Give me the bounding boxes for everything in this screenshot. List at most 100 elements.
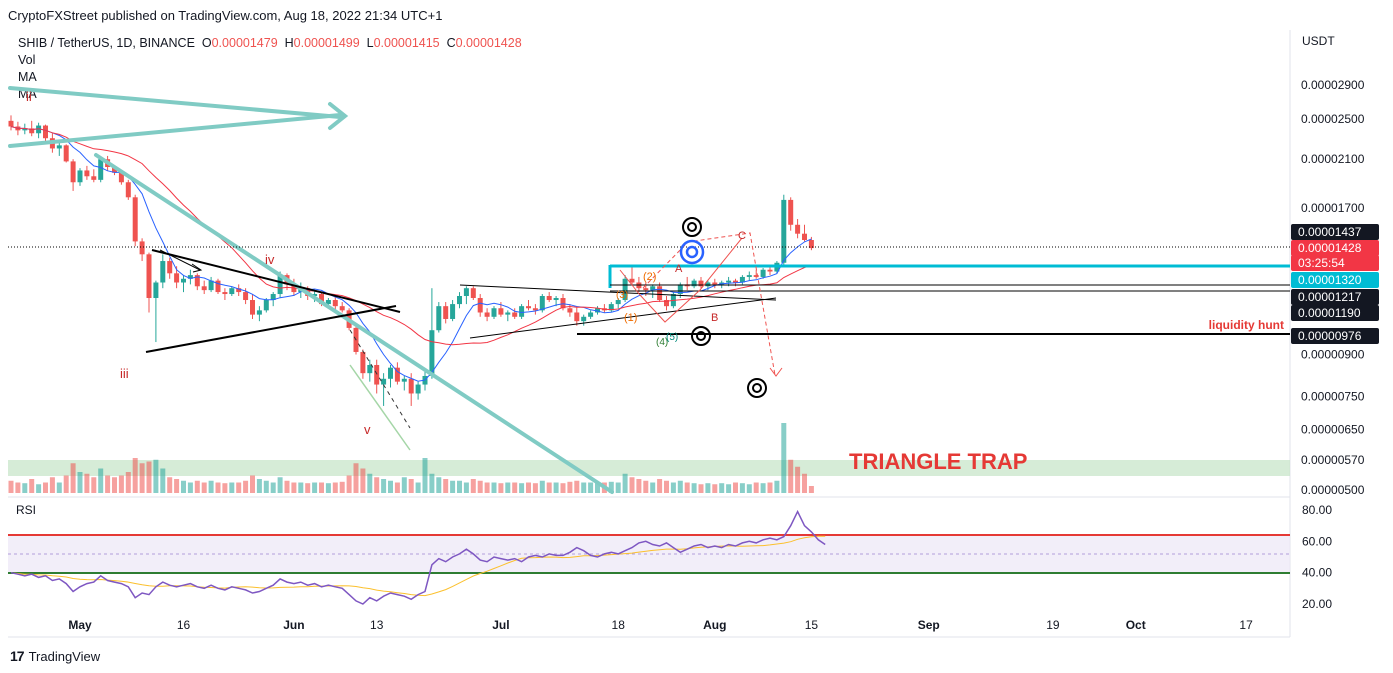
candle — [381, 373, 387, 406]
volume-bar — [298, 482, 304, 493]
publisher-caption: CryptoFXStreet published on TradingView.… — [8, 8, 443, 23]
volume-bar — [160, 468, 166, 493]
price-tick: 0.00002100 — [1301, 152, 1365, 166]
price-label-text: 0.00001428 — [1298, 241, 1362, 255]
volume-bar — [353, 463, 359, 493]
candle — [532, 304, 538, 315]
triangle-trap-label: TRIANGLE TRAP — [849, 449, 1027, 474]
volume-bar — [664, 480, 669, 493]
candle — [739, 275, 745, 285]
legend-indicator-vol[interactable]: Vol — [18, 53, 36, 67]
volume-bar — [181, 480, 186, 493]
volume-bar — [236, 482, 242, 493]
volume-bar — [339, 481, 345, 493]
time-tick: May — [68, 618, 92, 632]
rsi-tick: 40.00 — [1302, 566, 1332, 580]
price-tick: 0.00002900 — [1301, 78, 1365, 92]
candle — [546, 292, 552, 303]
price-label: 0.00001437 — [1291, 224, 1379, 240]
tradingview-logo[interactable]: 17 TradingView — [10, 648, 100, 664]
projection-path — [642, 232, 776, 376]
price-axis-currency: USDT — [1302, 34, 1335, 48]
candle — [684, 276, 690, 291]
candle — [360, 349, 366, 379]
time-tick: Oct — [1126, 618, 1146, 632]
volume-bar — [77, 472, 83, 493]
time-tick: 17 — [1239, 618, 1253, 632]
volume-bar — [70, 463, 76, 493]
legend-indicator-ma-1[interactable]: MA — [18, 70, 37, 84]
candle — [443, 302, 449, 324]
rsi-line — [10, 509, 826, 605]
rsi-tick: 80.00 — [1302, 503, 1332, 517]
volume-bar — [118, 475, 124, 493]
volume-bar — [250, 475, 255, 493]
candle — [339, 302, 345, 313]
wave-label-iii: iii — [120, 366, 129, 381]
time-tick: 18 — [612, 618, 626, 632]
volume-bar — [112, 477, 117, 493]
time-tick: Jun — [283, 618, 304, 632]
volume-bar — [760, 483, 766, 493]
volume-bar — [167, 477, 173, 493]
moving-averages — [10, 126, 812, 382]
volume-bar — [374, 477, 380, 493]
candle — [470, 286, 476, 301]
volume-bar — [739, 483, 745, 493]
volume-bar — [174, 479, 180, 493]
price-tick: 0.00000570 — [1301, 453, 1365, 467]
price-axis: 0.00002900 0.00002500 0.00002100 0.00001700… — [1301, 78, 1365, 497]
volume-bar — [560, 483, 566, 493]
small-triangle-upper — [459, 284, 777, 301]
candle — [581, 314, 587, 326]
target-icon-2 — [691, 326, 711, 346]
candle — [388, 364, 393, 388]
volume-bar — [105, 475, 111, 493]
target-icon-3 — [747, 378, 767, 398]
candle — [270, 292, 276, 307]
candle — [781, 194, 787, 265]
price-tick: 0.00000650 — [1301, 423, 1365, 437]
candle — [250, 294, 255, 319]
candle — [367, 359, 373, 382]
triangle-lower — [145, 305, 397, 353]
candle — [153, 280, 159, 343]
candle — [77, 168, 83, 186]
candle — [43, 124, 48, 142]
legend-row-symbol: SHIB / TetherUS, 1D, BINANCE O0.00001479… — [18, 35, 522, 52]
candle — [91, 169, 97, 183]
volume-bar — [539, 480, 545, 493]
volume-bar — [657, 479, 663, 493]
volume-bar — [788, 459, 794, 493]
volume-bar — [588, 482, 594, 493]
volume-bar — [726, 484, 732, 493]
volume-bar — [643, 480, 649, 493]
time-tick: Jul — [492, 618, 509, 632]
candle — [394, 362, 400, 385]
candle — [788, 197, 794, 231]
volume-bar — [325, 483, 331, 493]
volume-bar — [498, 483, 504, 493]
volume-bar — [194, 480, 200, 493]
legend-symbol[interactable]: SHIB / TetherUS, 1D, BINANCE — [18, 36, 195, 50]
volume-bar — [256, 479, 262, 493]
candle — [201, 280, 207, 295]
volume-bar — [346, 475, 352, 493]
candle — [512, 308, 518, 319]
candle — [22, 123, 28, 135]
candle — [436, 302, 442, 333]
candle — [146, 252, 152, 313]
volume-bar — [670, 482, 676, 493]
green-wedge-line — [349, 364, 411, 451]
volume-bar — [146, 461, 152, 493]
candle — [194, 273, 200, 291]
volume-bar — [305, 483, 311, 493]
candle — [415, 381, 421, 400]
price-label: 0.00001190 — [1291, 305, 1379, 321]
volume-bar — [63, 475, 69, 493]
volume-bar — [132, 458, 138, 493]
time-tick: 15 — [805, 618, 819, 632]
volume-bar — [484, 482, 490, 493]
candle — [263, 298, 269, 313]
